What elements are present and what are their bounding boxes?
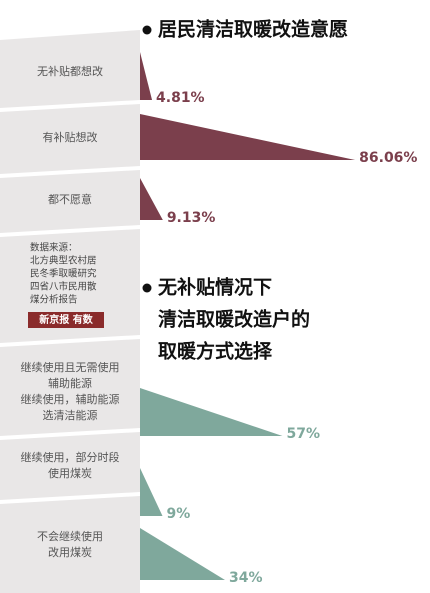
panel <box>0 170 140 233</box>
category-label: 继续使用，部分时段 <box>21 450 120 464</box>
triangle-bar <box>140 114 356 160</box>
category-label: 继续使用，辅助能源 <box>21 392 120 406</box>
chart-title: 取暖方式选择 <box>158 340 273 363</box>
source-text: 北方典型农村居 <box>30 255 97 267</box>
chart-title: 无补贴情况下 <box>158 276 272 299</box>
category-label: 使用煤炭 <box>48 467 92 480</box>
category-label: 辅助能源 <box>48 376 92 390</box>
source-text: 民冬季取暖研究 <box>30 268 97 280</box>
triangle-bar <box>140 468 163 516</box>
triangle-bar <box>140 528 225 580</box>
value-label: 57% <box>287 426 321 442</box>
category-label: 有补贴想改 <box>43 130 98 144</box>
panel <box>0 339 140 436</box>
panels <box>0 30 140 593</box>
triangle-bar <box>140 52 153 100</box>
panel <box>0 432 140 500</box>
value-label: 4.81% <box>156 90 205 106</box>
source-text: 四省八市民用散 <box>30 281 97 293</box>
source-text: 煤分析报告 <box>30 294 78 306</box>
triangle-bar <box>140 178 163 220</box>
logo-box <box>28 312 104 328</box>
chart-title: 居民清洁取暖改造意愿 <box>158 18 348 41</box>
panel <box>0 496 140 593</box>
logo: 新京报 有数 <box>39 313 93 326</box>
value-label: 34% <box>229 570 263 586</box>
title-bullet <box>142 283 152 293</box>
panel <box>0 30 140 108</box>
source-text: 数据来源： <box>30 242 78 254</box>
value-label: 9% <box>167 506 191 522</box>
category-label: 选清洁能源 <box>43 408 98 422</box>
title-bullet <box>142 25 152 35</box>
chart-title: 清洁取暖改造户的 <box>158 308 310 331</box>
triangle-bar <box>140 388 283 436</box>
category-label: 继续使用且无需使用 <box>21 360 120 374</box>
panel <box>0 104 140 174</box>
category-label: 无补贴都想改 <box>37 64 103 78</box>
value-label: 86.06% <box>359 150 417 166</box>
category-label: 都不愿意 <box>48 192 92 206</box>
category-label: 改用煤炭 <box>48 545 92 559</box>
value-label: 9.13% <box>167 210 216 226</box>
category-label: 不会继续使用 <box>37 529 103 543</box>
